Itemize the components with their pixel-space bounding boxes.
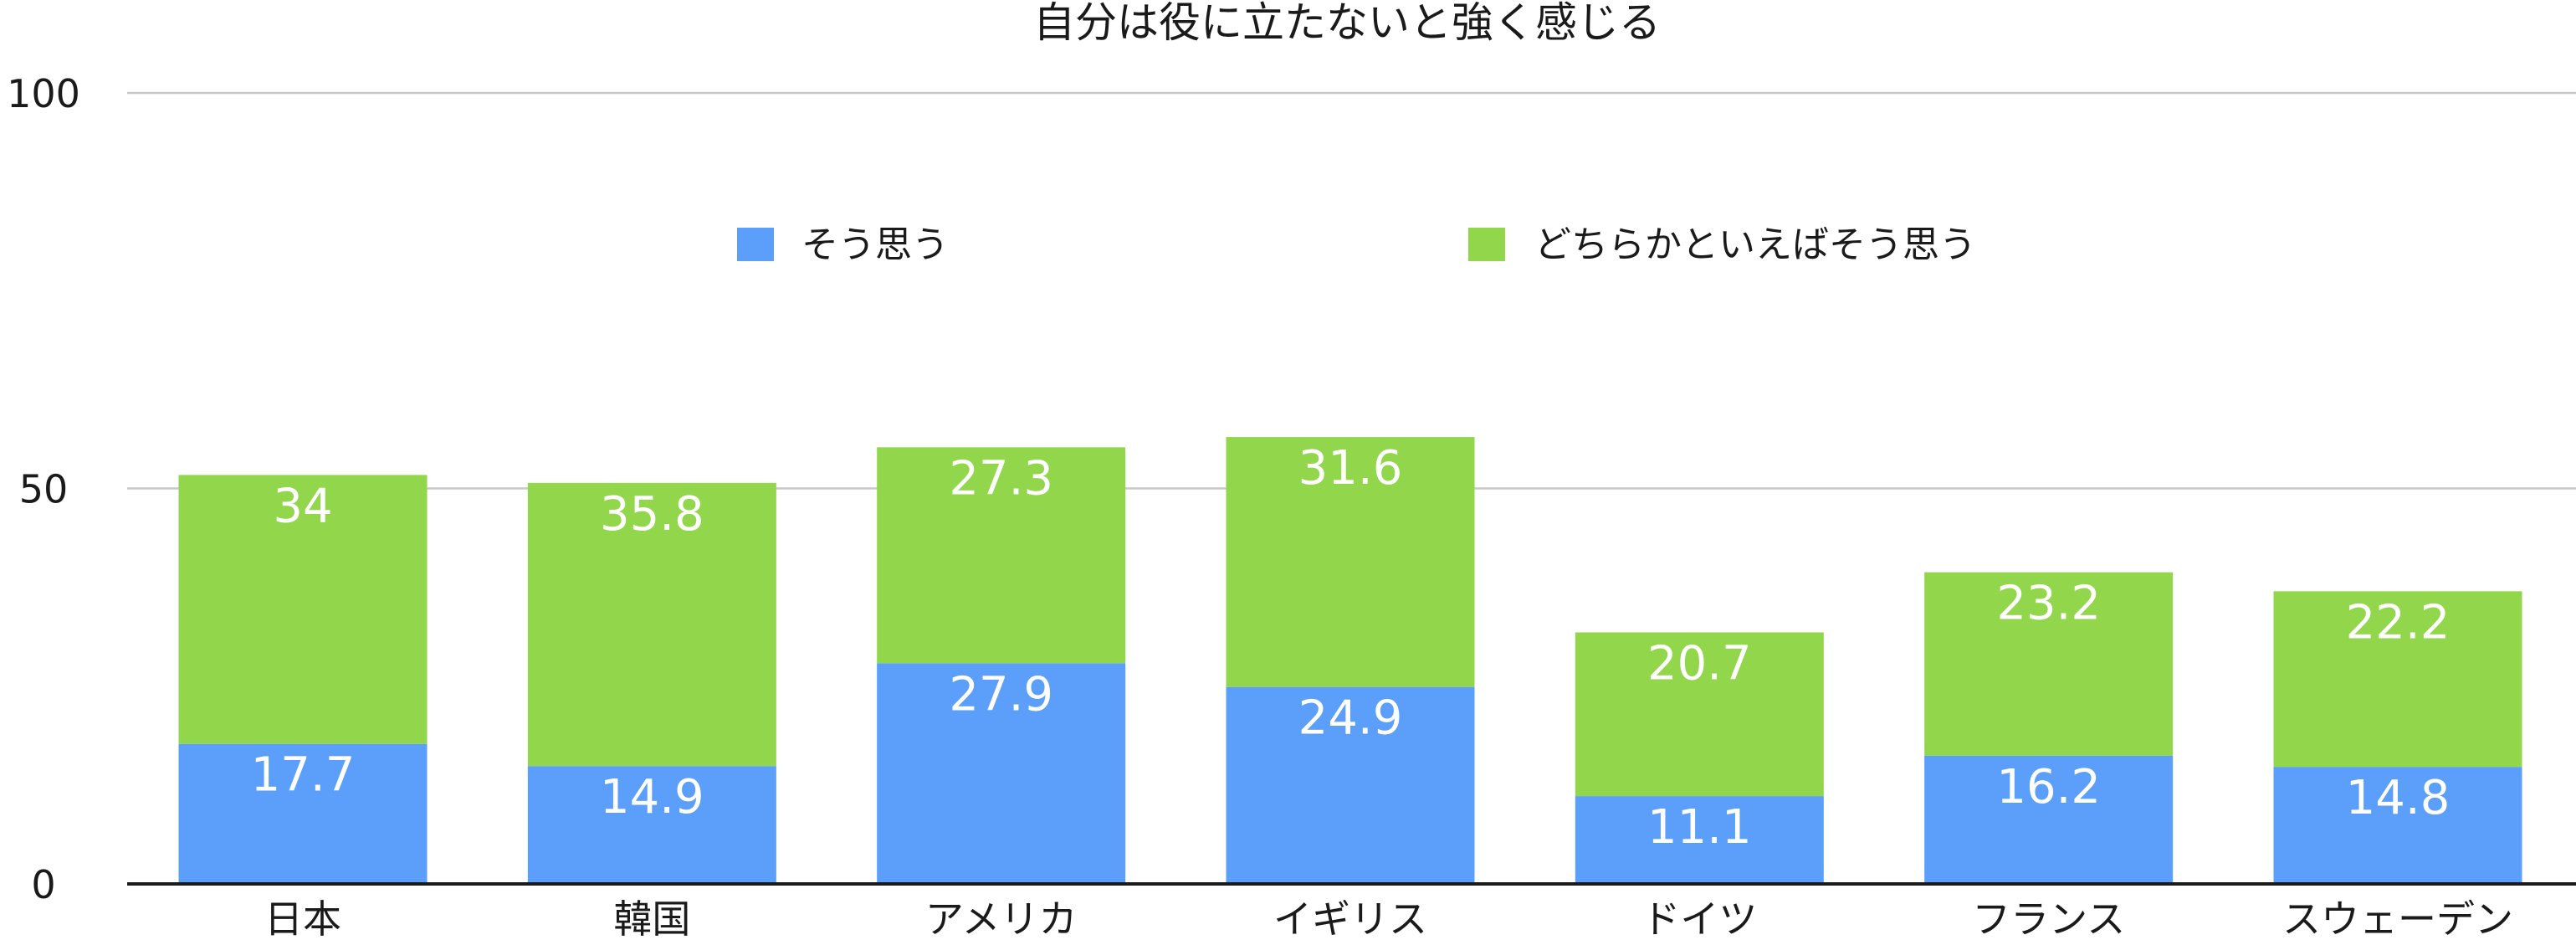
legend-item: そう思う [737, 223, 949, 266]
legend-swatch [1468, 228, 1505, 261]
data-label: 16.2 [1996, 760, 2101, 814]
bar-segment [877, 447, 1126, 664]
data-label: 23.2 [1996, 577, 2101, 631]
bar-segment [1924, 572, 2174, 756]
data-label: 31.6 [1298, 441, 1403, 496]
data-labels-layer: 17.7 34 14.9 35.8 27.9 27.3 24.9 31.6 11.1 20.7 16… [251, 441, 2451, 855]
data-label: 27.9 [949, 667, 1053, 722]
x-tick-label: スウェーデン [2282, 896, 2513, 940]
data-label: 34 [273, 479, 332, 533]
data-label: 35.8 [600, 487, 704, 542]
y-tick-label: 50 [19, 467, 69, 512]
legend-label: どちらかといえばそう思う [1534, 223, 1976, 266]
axis-layer: 0 50 100 日本 韓国 アメリカ イギリス ドイツ フランス スウェーデン [7, 71, 2576, 940]
bar-segment [1575, 796, 1824, 884]
data-label: 11.1 [1647, 800, 1752, 855]
bar-segment [178, 475, 428, 744]
legend-label: そう思う [801, 223, 949, 266]
legend-swatch [737, 228, 774, 261]
y-tick-label: 0 [31, 862, 55, 907]
bar-segment [178, 743, 428, 884]
legend: そう思う どちらかといえばそう思う [737, 223, 1976, 266]
data-label: 20.7 [1647, 636, 1752, 691]
data-label: 22.2 [2346, 595, 2451, 650]
data-label: 14.9 [600, 770, 704, 824]
bar-segment [1226, 437, 1475, 687]
chart-title: 自分は役に立たないと強く感じる [1033, 0, 1661, 47]
bar-segment [527, 766, 776, 884]
x-tick-label: フランス [1972, 896, 2125, 940]
x-tick-label: ドイツ [1641, 896, 1757, 940]
bar-segment [1226, 686, 1475, 884]
bars-layer [178, 437, 2522, 884]
legend-item: どちらかといえばそう思う [1468, 223, 1976, 266]
grid-layer [127, 91, 2576, 490]
data-label: 17.7 [251, 748, 356, 803]
bar-segment [527, 482, 776, 767]
bar-segment [1575, 632, 1824, 797]
bar-segment [877, 663, 1126, 884]
x-tick-label: 日本 [264, 896, 341, 940]
bar-segment [2273, 767, 2522, 884]
x-tick-label: イギリス [1273, 896, 1427, 940]
bar-segment [2273, 591, 2522, 768]
bar-segment [1924, 755, 2174, 884]
y-tick-label: 100 [7, 71, 80, 116]
data-label: 14.8 [2346, 771, 2451, 825]
data-label: 27.3 [949, 451, 1053, 506]
x-tick-label: アメリカ [925, 896, 1078, 940]
x-tick-label: 韓国 [613, 896, 690, 940]
data-label: 24.9 [1298, 691, 1403, 746]
